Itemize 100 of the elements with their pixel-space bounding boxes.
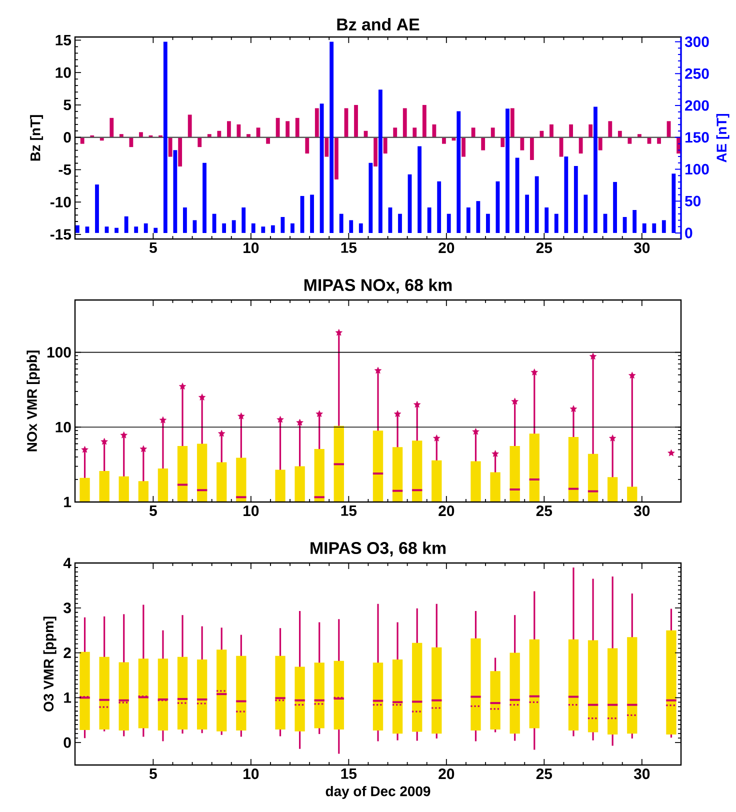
x-tick-label: 30 [634,506,650,516]
y2-tick-label: 100 [685,164,709,174]
point [296,418,304,426]
y-tick-label: 5 [64,100,72,110]
bar [192,220,197,233]
bar [378,90,382,233]
y-tick-label: 1 [64,692,72,703]
bar [515,158,520,233]
bar [334,137,338,180]
bar [462,137,466,157]
bar [569,124,573,138]
y-axis-title: Bz [nT] [30,115,44,161]
x-tick-label: 5 [149,242,157,253]
bar [500,137,505,148]
point [394,410,402,418]
bar [261,226,266,233]
x-tick-label: 10 [244,506,259,516]
point [276,416,284,423]
bar [124,216,128,233]
y-tick-label: -15 [50,229,72,240]
point [433,434,440,442]
bar [251,223,256,233]
chart-title: MIPAS NOx, 68 km [304,278,452,294]
point [609,434,616,442]
bar [330,42,334,233]
bar [642,223,646,233]
y-tick-label: 10 [56,67,71,78]
x-tick-label: 10 [244,768,259,780]
bar [427,207,432,233]
point [511,398,518,405]
x-tick-label: 15 [341,242,357,253]
bar [173,150,178,233]
bar [266,137,270,144]
point [81,446,88,453]
bar [95,184,99,233]
bar [525,194,530,233]
bar [510,108,514,138]
point [589,352,597,360]
bar [222,223,226,233]
point [668,449,675,456]
point [100,438,108,445]
bar [280,217,285,233]
x-tick-label: 30 [634,768,650,780]
bar [628,137,632,144]
bar [168,137,172,157]
y2-tick-label: 300 [684,36,709,48]
bar [202,162,206,233]
bar [437,181,442,233]
bar [300,196,304,233]
point [628,372,636,379]
bar [276,118,280,138]
bar [506,108,510,233]
y-tick-label: 4 [63,558,72,568]
bar [598,137,602,150]
bar [75,225,80,233]
bar [456,111,461,233]
x-tick-label: 15 [341,768,357,779]
bar [578,137,583,154]
bar [324,137,329,157]
bar [398,214,402,233]
bar [358,223,363,233]
y-axis-title: NOx VMR [ppb] [26,350,40,452]
bar [544,207,549,233]
point [218,430,226,437]
y2-tick-label: 50 [684,196,701,206]
bar [481,137,486,150]
bar [534,176,539,233]
bar [471,128,476,138]
bar [422,104,426,138]
bar [657,137,661,144]
bar [402,108,407,138]
bar [613,182,617,233]
bar [226,121,231,138]
y-tick-label: 2 [64,648,71,658]
point [414,400,421,408]
y2-tick-label: 0 [685,228,692,238]
point [238,412,245,420]
chart-title: Bz and AE [337,18,420,30]
bar [110,118,114,138]
point [159,416,167,424]
x-axis-title: day of Dec 2009 [326,786,430,799]
bar [310,194,314,233]
x-tick-label: 25 [536,506,552,516]
bar [418,146,422,233]
point [198,394,206,400]
x-tick-label: 20 [438,768,454,780]
bar [198,137,202,148]
bar [305,137,310,154]
bar [530,137,534,160]
bar [520,137,524,150]
y-tick-label: 15 [56,35,72,46]
x-tick-label: 20 [438,242,454,254]
bar [412,128,417,138]
bar [270,225,275,233]
bar [320,104,324,233]
bar [339,214,344,233]
bar [490,128,495,138]
bar [354,104,358,138]
bar [652,223,656,233]
bar [574,166,578,233]
